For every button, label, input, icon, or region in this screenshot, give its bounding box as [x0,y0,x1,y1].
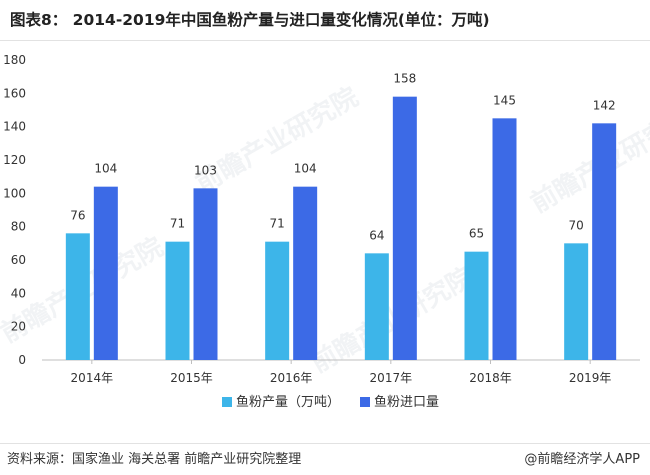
legend-swatch [360,397,370,407]
bar-chart: 0 20 40 60 80 100 120 140 160 180 76 104 2014年 71 103 2… [3,53,640,410]
y-tick-label: 60 [11,253,26,267]
bar [392,96,417,361]
y-tick-label: 20 [11,320,26,334]
bar [165,241,190,360]
data-label: 104 [294,162,317,176]
bar [193,188,218,360]
legend-swatch [222,397,232,407]
data-label: 71 [170,217,185,231]
bar [564,243,589,360]
legend-label: 鱼粉进口量 [374,394,439,410]
y-tick-label: 160 [3,86,26,100]
data-label: 71 [270,217,285,231]
data-label: 76 [70,208,85,222]
x-tick-label: 2019年 [569,371,612,385]
title-divider [0,40,650,41]
chart-title: 图表8： 2014-2019年中国鱼粉产量与进口量变化情况(单位：万吨) [10,11,490,29]
x-tick-label: 2014年 [71,371,114,385]
bar [592,123,617,360]
legend-label: 鱼粉产量（万吨） [236,394,340,410]
data-label: 70 [569,218,584,232]
data-label: 158 [393,72,416,86]
data-label: 104 [94,162,117,176]
y-tick-label: 180 [3,53,26,67]
y-tick-label: 120 [3,153,26,167]
bar [265,241,290,360]
data-label: 145 [493,93,516,107]
x-tick-label: 2015年 [170,371,213,385]
source-divider [0,443,650,444]
bar [364,253,389,360]
brand-label: @前瞻经济学人APP [524,452,640,467]
y-tick-label: 100 [3,186,26,200]
bar [93,186,118,360]
data-label: 142 [593,98,616,112]
y-tick-label: 0 [18,353,26,367]
bar [65,233,90,360]
bar [492,118,517,360]
data-label: 103 [194,163,217,177]
x-tick-label: 2017年 [370,371,413,385]
y-tick-label: 80 [11,220,26,234]
data-label: 64 [369,228,384,242]
source-note: 资料来源：国家渔业 海关总署 前瞻产业研究院整理 [7,452,302,467]
y-tick-label: 140 [3,120,26,134]
bar [464,251,489,360]
data-label: 65 [469,227,484,241]
y-tick-label: 40 [11,286,26,300]
x-tick-label: 2018年 [469,371,512,385]
x-tick-label: 2016年 [270,371,313,385]
bar [293,186,318,360]
